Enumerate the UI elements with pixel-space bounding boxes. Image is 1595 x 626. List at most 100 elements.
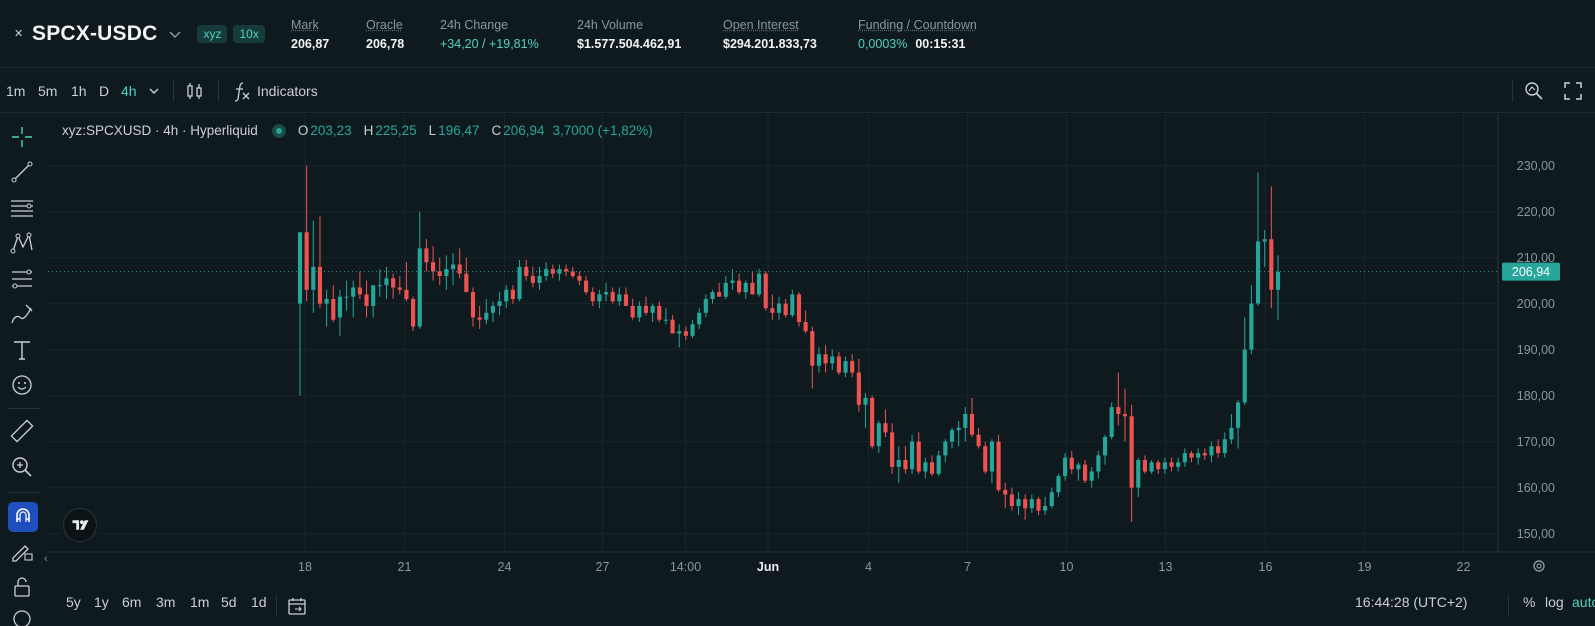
emoji-icon[interactable] <box>9 372 35 398</box>
price-chart[interactable]: 150,00 160,00 170,00 180,00 190,00 200,00 210,… <box>48 114 1595 588</box>
candle-body <box>770 308 775 313</box>
y-tick-label: 230,00 <box>1517 159 1555 173</box>
candle <box>530 266 535 288</box>
candle-body <box>923 462 928 472</box>
fullscreen-icon[interactable] <box>1562 80 1584 102</box>
candle-body <box>657 305 662 320</box>
calendar-goto-icon[interactable] <box>286 595 308 617</box>
timeframe-d[interactable]: D <box>99 83 110 99</box>
candle-body <box>949 430 955 442</box>
lock-icon[interactable] <box>9 574 35 600</box>
horizontal-lines-icon[interactable] <box>9 194 35 220</box>
stat-mark[interactable]: Mark 206,87 <box>291 18 329 51</box>
candle-body <box>823 354 828 364</box>
candle-body <box>404 289 409 299</box>
candle-body <box>297 232 303 304</box>
legend-symbol[interactable]: xyz:SPCXUSD · 4h · Hyperliquid <box>62 123 258 138</box>
candle-body <box>1009 494 1014 506</box>
candle <box>989 439 994 483</box>
candle-body <box>1156 462 1161 470</box>
legend-low-label: L <box>428 123 437 138</box>
trend-line-icon[interactable] <box>9 159 35 185</box>
percent-scale-toggle[interactable]: % <box>1523 594 1536 610</box>
stat-oracle[interactable]: Oracle 206,78 <box>366 18 404 51</box>
candle <box>377 269 382 297</box>
candle <box>1229 414 1234 444</box>
candle <box>710 289 715 304</box>
auto-scale-toggle[interactable]: auto <box>1572 594 1595 610</box>
chevron-down-icon[interactable] <box>145 82 163 100</box>
range-1m[interactable]: 1m <box>190 594 210 610</box>
candle-body <box>564 269 569 272</box>
candle <box>690 319 695 339</box>
candle <box>923 457 928 479</box>
range-3m[interactable]: 3m <box>156 594 176 610</box>
candle <box>1269 186 1274 309</box>
candle <box>976 427 981 449</box>
candle <box>730 269 735 290</box>
candle-body <box>989 441 994 472</box>
candle <box>357 271 362 299</box>
timeframe-5m[interactable]: 5m <box>38 83 58 99</box>
pattern-icon[interactable] <box>9 230 35 256</box>
clock-timezone[interactable]: 16:44:28 (UTC+2) <box>1355 594 1468 610</box>
ruler-icon[interactable] <box>9 418 35 444</box>
brush-icon[interactable] <box>9 302 35 328</box>
timeframe-4h[interactable]: 4h <box>121 83 137 99</box>
crosshair-icon[interactable] <box>9 124 35 150</box>
candle-body <box>663 319 668 321</box>
tradingview-logo-icon[interactable] <box>63 508 97 542</box>
candle <box>670 315 675 334</box>
range-5y[interactable]: 5y <box>66 594 81 610</box>
stat-label: Open Interest <box>723 18 799 32</box>
candle <box>850 354 855 378</box>
collapse-toolbar-icon[interactable]: ‹ <box>44 553 48 565</box>
candle <box>1196 448 1201 465</box>
timeframe-1m[interactable]: 1m <box>6 83 26 99</box>
bottom-divider <box>1508 595 1509 617</box>
visibility-icon[interactable] <box>9 606 35 626</box>
y-tick-label: 210,00 <box>1517 251 1555 265</box>
candle <box>790 289 795 318</box>
candle-body <box>910 441 915 470</box>
indicators-button[interactable]: Indicators <box>257 83 318 99</box>
candle-body <box>1029 499 1034 509</box>
candle <box>477 305 482 329</box>
candles-icon[interactable] <box>184 80 206 102</box>
pencil-lock-icon[interactable] <box>9 538 35 564</box>
text-tool-icon[interactable] <box>9 337 35 363</box>
range-1d[interactable]: 1d <box>251 594 267 610</box>
range-5d[interactable]: 5d <box>221 594 237 610</box>
candle <box>577 271 582 286</box>
candle <box>1189 450 1194 463</box>
candle-body <box>424 248 429 263</box>
chevron-down-icon[interactable] <box>165 24 185 44</box>
fx-indicators-icon[interactable] <box>231 80 253 102</box>
stat-value: 0,0003% 00:15:31 <box>858 37 977 51</box>
candle-body <box>470 292 476 318</box>
candle-body <box>1182 453 1187 463</box>
candle-body <box>1275 271 1281 290</box>
timeframe-1h[interactable]: 1h <box>71 83 87 99</box>
zoom-search-icon[interactable] <box>1523 80 1545 102</box>
candle <box>723 276 728 299</box>
log-scale-toggle[interactable]: log <box>1545 594 1564 610</box>
pair-selector[interactable]: ✕ SPCX-USDC xyz 10x <box>14 22 265 46</box>
stat-open-interest[interactable]: Open Interest $294.201.833,73 <box>723 18 817 51</box>
candle <box>617 287 622 306</box>
fib-retracement-icon[interactable] <box>9 266 35 292</box>
candle <box>1255 172 1261 306</box>
range-1y[interactable]: 1y <box>94 594 109 610</box>
tools-divider <box>8 408 40 409</box>
candle-body <box>1116 407 1121 414</box>
zoom-in-icon[interactable] <box>9 454 35 480</box>
range-6m[interactable]: 6m <box>122 594 142 610</box>
legend-high: 225,25 <box>375 123 417 138</box>
candle-body <box>311 266 316 290</box>
candle <box>1009 487 1014 511</box>
magnet-icon[interactable] <box>8 502 38 532</box>
stat-funding[interactable]: Funding / Countdown 0,0003% 00:15:31 <box>858 18 977 51</box>
candle <box>517 259 522 302</box>
candle <box>397 276 402 295</box>
candle-body <box>830 356 835 364</box>
